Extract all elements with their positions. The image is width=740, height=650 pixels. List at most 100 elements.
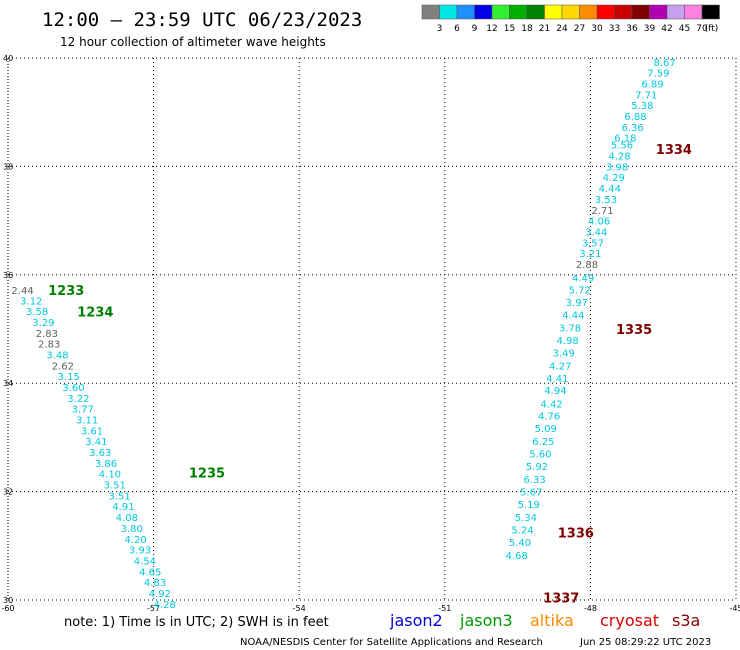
mission-legend: jason2 jason3 altika cryosat s3a (389, 611, 700, 630)
wave-height-value: 2.62 (52, 361, 74, 372)
wave-height-value: 5.40 (509, 538, 531, 549)
track-time-label: 1337 (543, 591, 579, 606)
wave-height-value: 3.44 (585, 227, 607, 238)
track-time-label: 1233 (48, 284, 84, 299)
wave-height-value: 5.60 (529, 450, 551, 461)
chart-title: 12:00 — 23:59 UTC 06/23/2023 (42, 9, 362, 31)
wave-height-value: 3.80 (121, 524, 143, 535)
wave-height-value: 3.58 (26, 307, 48, 318)
wave-height-value: 2.83 (36, 329, 58, 340)
color-scale-label: 3 (437, 24, 443, 34)
wave-height-value: 4.91 (112, 502, 134, 513)
wave-height-value: 4.44 (562, 310, 584, 321)
color-scale-swatch (631, 4, 650, 20)
wave-height-value: 4.42 (540, 399, 562, 410)
color-scale-label: 36 (626, 24, 638, 34)
wave-height-value: 3.41 (85, 437, 107, 448)
wave-height-value: 2.71 (591, 206, 613, 217)
mission-legend-cryosat: cryosat (600, 611, 659, 630)
y-tick-label: 36 (3, 271, 13, 280)
wave-height-value: 4.44 (599, 184, 621, 195)
mission-legend-jason3: jason3 (459, 611, 513, 630)
wave-height-value: 2.44 (11, 286, 33, 297)
wave-height-value: 4.76 (538, 412, 560, 423)
wave-height-value: 4.06 (588, 217, 610, 228)
wave-height-value: 4.83 (144, 578, 166, 589)
wave-height-value: 4.65 (139, 567, 161, 578)
color-scale-swatch (596, 4, 615, 20)
wave-height-value: 7.59 (647, 69, 669, 80)
wave-height-value: 3.12 (20, 296, 42, 307)
color-scale-swatch (491, 4, 510, 20)
color-scale-label: 18 (521, 24, 533, 34)
grid (7, 57, 737, 601)
color-scale-label: 24 (556, 24, 568, 34)
wave-height-value: 3.29 (32, 318, 54, 329)
color-scale-label: 9 (472, 24, 478, 34)
wave-height-value: 3.22 (67, 394, 89, 405)
wave-height-value: 5.24 (511, 526, 533, 537)
wave-height-value: 3.78 (559, 323, 581, 334)
chart-subtitle: 12 hour collection of altimeter wave hei… (60, 35, 326, 49)
track-time-label: 1336 (558, 526, 594, 541)
x-tick-label: -60 (1, 604, 14, 613)
x-tick-label: -51 (438, 604, 451, 613)
wave-height-value: 6.25 (532, 437, 554, 448)
wave-height-value: 3.63 (89, 448, 111, 459)
track-time-label: 1335 (616, 323, 652, 338)
wave-height-value: 3.15 (58, 372, 80, 383)
wave-height-value: 4.98 (556, 336, 578, 347)
color-scale-label: 12 (486, 24, 497, 34)
track-time-label: 1235 (189, 467, 225, 482)
x-tick-label: -48 (584, 604, 597, 613)
wave-height-value: 3.53 (595, 195, 617, 206)
wave-height-value: 4.27 (549, 361, 571, 372)
color-scale-swatch (474, 4, 493, 20)
wave-height-value: 8.67 (654, 58, 676, 69)
footer-note: note: 1) Time is in UTC; 2) SWH is in fe… (64, 615, 329, 630)
y-tick-label: 30 (3, 596, 13, 605)
wave-height-value: 3.93 (129, 546, 151, 557)
wave-height-value: 3.86 (95, 459, 117, 470)
wave-height-value: 5.34 (515, 513, 537, 524)
color-scale-label: 6 (454, 24, 460, 34)
color-scale-swatch (649, 4, 668, 20)
color-scale-swatch (666, 4, 685, 20)
color-scale-swatch (456, 4, 475, 20)
wave-height-value: 3.49 (553, 348, 575, 359)
wave-height-value: 3.98 (606, 162, 628, 173)
wave-height-value: 2.83 (38, 340, 60, 351)
wave-height-value: 4.20 (125, 535, 147, 546)
color-scale-swatch (526, 4, 545, 20)
wave-height-value: 3.21 (579, 249, 601, 260)
color-scale-swatch (579, 4, 598, 20)
wave-height-value: 4.10 (99, 470, 121, 481)
wave-height-value: 2.88 (576, 260, 598, 271)
wave-height-value: 6.18 (614, 134, 636, 145)
wave-height-value: 6.36 (621, 123, 643, 134)
wave-height-value: 4.28 (608, 152, 630, 163)
wave-height-value: 5.09 (535, 424, 557, 435)
y-tick-label: 40 (3, 54, 13, 63)
mission-legend-jason2: jason2 (389, 611, 443, 630)
wave-height-value: 3.51 (104, 481, 126, 492)
color-scale-label: 15 (504, 24, 515, 34)
x-tick-label: -57 (147, 604, 160, 613)
color-scale-label: 42 (661, 24, 672, 34)
color-scale-label: 70 (696, 24, 708, 34)
y-tick-label: 38 (3, 162, 13, 171)
color-scale-swatch (421, 4, 440, 20)
color-scale-swatch (614, 4, 633, 20)
wave-height-value: 4.49 (572, 274, 594, 285)
wave-height-value: 5.72 (569, 285, 591, 296)
wave-height-value: 6.33 (523, 475, 545, 486)
y-tick-label: 34 (3, 379, 13, 388)
axis-ticks: -60 -57 -54 -51 -48 -45 30 32 34 36 38 40 (1, 54, 740, 613)
color-scale-legend: 3 6 9 12 15 18 21 24 27 30 33 36 39 42 45 70(ft) (421, 4, 720, 34)
wave-height-value: 5.67 (520, 488, 542, 499)
wave-height-value: 5.19 (518, 500, 540, 511)
wave-height-value: 6.89 (641, 79, 663, 90)
wave-height-value: 4.68 (505, 551, 527, 562)
color-scale-swatch (701, 4, 720, 20)
